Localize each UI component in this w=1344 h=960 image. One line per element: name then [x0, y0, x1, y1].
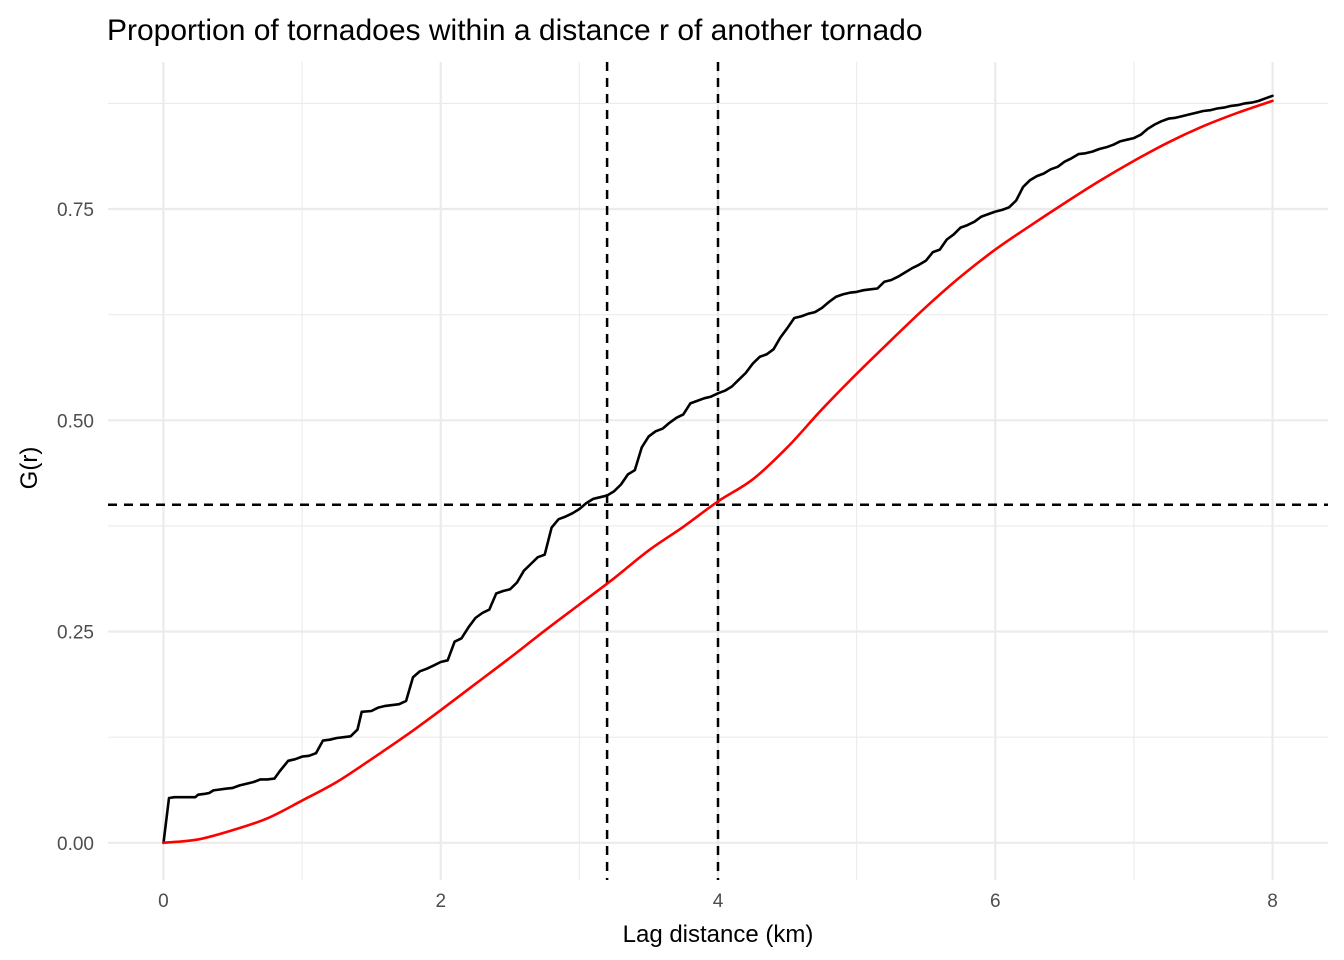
chart-title: Proportion of tornadoes within a distanc…: [107, 14, 923, 47]
x-tick-label: 4: [713, 891, 724, 912]
x-axis-label: Lag distance (km): [623, 921, 814, 948]
x-tick-label: 6: [990, 891, 1001, 912]
x-axis-ticks: 0 2 4 6 8: [158, 891, 1278, 912]
y-tick-label: 0.75: [57, 200, 94, 221]
y-tick-label: 0.25: [57, 623, 94, 644]
y-tick-label: 0.50: [57, 411, 94, 432]
reference-lines: [108, 62, 1328, 880]
x-tick-label: 0: [158, 891, 169, 912]
theoretical-g-curve: [162, 99, 1274, 845]
observed-g-line: [162, 94, 1274, 845]
x-tick-label: 8: [1267, 891, 1278, 912]
series-lines: [162, 94, 1274, 845]
y-axis-label: G(r): [16, 447, 43, 490]
y-axis-ticks: 0.00 0.25 0.50 0.75: [57, 200, 94, 855]
y-tick-label: 0.00: [57, 834, 94, 855]
x-tick-label: 2: [435, 891, 446, 912]
